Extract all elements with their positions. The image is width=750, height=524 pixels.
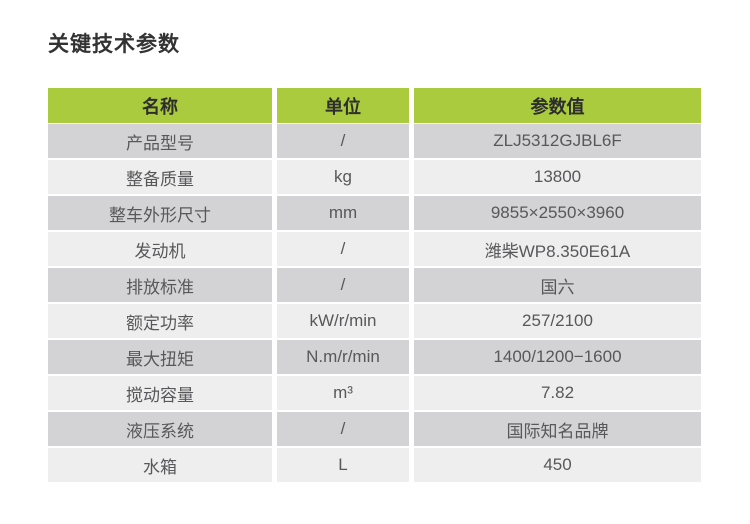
- cell-unit: kW/r/min: [277, 304, 409, 338]
- cell-value: 13800: [414, 160, 701, 194]
- cell-name: 最大扭矩: [48, 340, 272, 374]
- cell-unit: L: [277, 448, 409, 482]
- cell-name: 液压系统: [48, 412, 272, 446]
- cell-name: 发动机: [48, 232, 272, 266]
- cell-unit: /: [277, 232, 409, 266]
- cell-unit: /: [277, 412, 409, 446]
- column-header-name: 名称: [48, 88, 272, 123]
- cell-value: 9855×2550×3960: [414, 196, 701, 230]
- cell-unit: mm: [277, 196, 409, 230]
- cell-value: 国六: [414, 268, 701, 302]
- cell-value: 国际知名品牌: [414, 412, 701, 446]
- cell-unit: /: [277, 268, 409, 302]
- spec-table: 名称 单位 参数值 产品型号 / ZLJ5312GJBL6F 整备质量 kg 1…: [48, 88, 701, 482]
- cell-name: 整备质量: [48, 160, 272, 194]
- cell-unit: m³: [277, 376, 409, 410]
- cell-value: ZLJ5312GJBL6F: [414, 124, 701, 158]
- cell-name: 产品型号: [48, 124, 272, 158]
- cell-value: 潍柴WP8.350E61A: [414, 232, 701, 266]
- cell-name: 额定功率: [48, 304, 272, 338]
- cell-value: 257/2100: [414, 304, 701, 338]
- cell-name: 水箱: [48, 448, 272, 482]
- column-header-value: 参数值: [414, 88, 701, 123]
- cell-name: 搅动容量: [48, 376, 272, 410]
- cell-unit: kg: [277, 160, 409, 194]
- column-header-unit: 单位: [277, 88, 409, 123]
- cell-value: 1400/1200−1600: [414, 340, 701, 374]
- cell-name: 排放标准: [48, 268, 272, 302]
- cell-value: 450: [414, 448, 701, 482]
- page-title: 关键技术参数: [48, 33, 180, 56]
- cell-unit: N.m/r/min: [277, 340, 409, 374]
- cell-unit: /: [277, 124, 409, 158]
- cell-value: 7.82: [414, 376, 701, 410]
- cell-name: 整车外形尺寸: [48, 196, 272, 230]
